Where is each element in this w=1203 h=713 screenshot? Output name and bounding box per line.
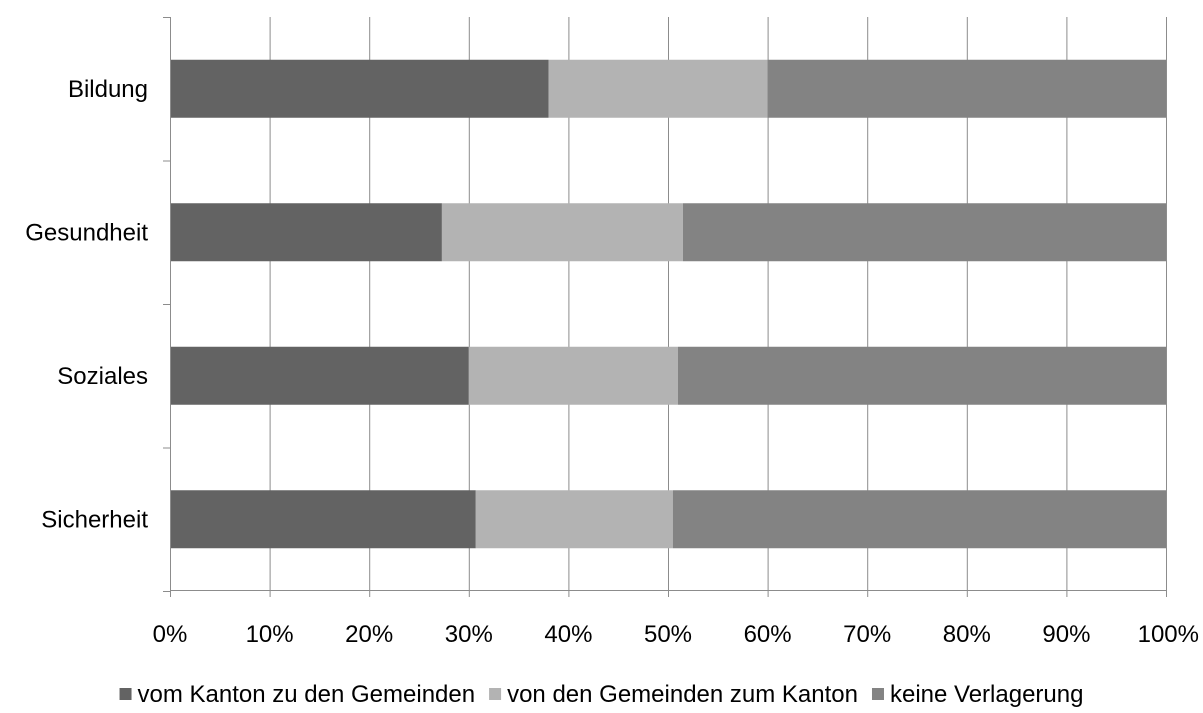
x-tick-label: 10%: [246, 621, 294, 648]
bar-segment: [170, 490, 476, 549]
legend-item: keine Verlagerung: [871, 681, 1083, 708]
bar-segment: [475, 490, 673, 549]
bar-segment: [441, 203, 683, 262]
x-tick-label: 70%: [843, 621, 891, 648]
x-tick-label: 30%: [445, 621, 493, 648]
category-label: Gesundheit: [25, 219, 148, 246]
legend-swatch: [489, 688, 502, 700]
category-label: Sicherheit: [41, 506, 148, 533]
legend-item: von den Gemeinden zum Kanton: [489, 681, 858, 708]
bar-segment: [468, 346, 678, 405]
category-labels: Bildung Gesundheit Soziales Sicherheit: [25, 76, 148, 534]
x-tick-label: 40%: [544, 621, 592, 648]
bar-segment: [170, 346, 469, 405]
x-tick-label: 100%: [1138, 621, 1199, 648]
bar-segment: [170, 59, 549, 118]
legend: vom Kanton zu den Gemeinden von den Gemei…: [119, 681, 1083, 708]
legend-swatch: [119, 688, 132, 700]
bar-segment: [548, 59, 768, 118]
legend-label: vom Kanton zu den Gemeinden: [138, 681, 476, 708]
bar-segment: [767, 59, 1166, 118]
x-tick-label: 0%: [153, 621, 188, 648]
legend-swatch: [871, 688, 884, 700]
axes: [163, 17, 1167, 592]
x-tick-label: 80%: [943, 621, 991, 648]
x-tick-label: 90%: [1042, 621, 1090, 648]
x-tick-label: 50%: [644, 621, 692, 648]
x-tick-label: 60%: [744, 621, 792, 648]
bars: [170, 59, 1166, 549]
bar-segment: [170, 203, 442, 262]
bar-segment: [672, 490, 1166, 549]
category-label: Bildung: [68, 76, 148, 103]
bar-segment: [677, 346, 1166, 405]
x-tick-labels: 0% 10% 20% 30% 40% 50% 60% 70% 80% 90% 100%: [153, 621, 1199, 648]
legend-label: keine Verlagerung: [890, 681, 1083, 708]
legend-item: vom Kanton zu den Gemeinden: [119, 681, 476, 708]
bar-segment: [682, 203, 1166, 262]
category-label: Soziales: [57, 363, 148, 390]
x-tick-label: 20%: [345, 621, 393, 648]
legend-label: von den Gemeinden zum Kanton: [507, 681, 858, 708]
